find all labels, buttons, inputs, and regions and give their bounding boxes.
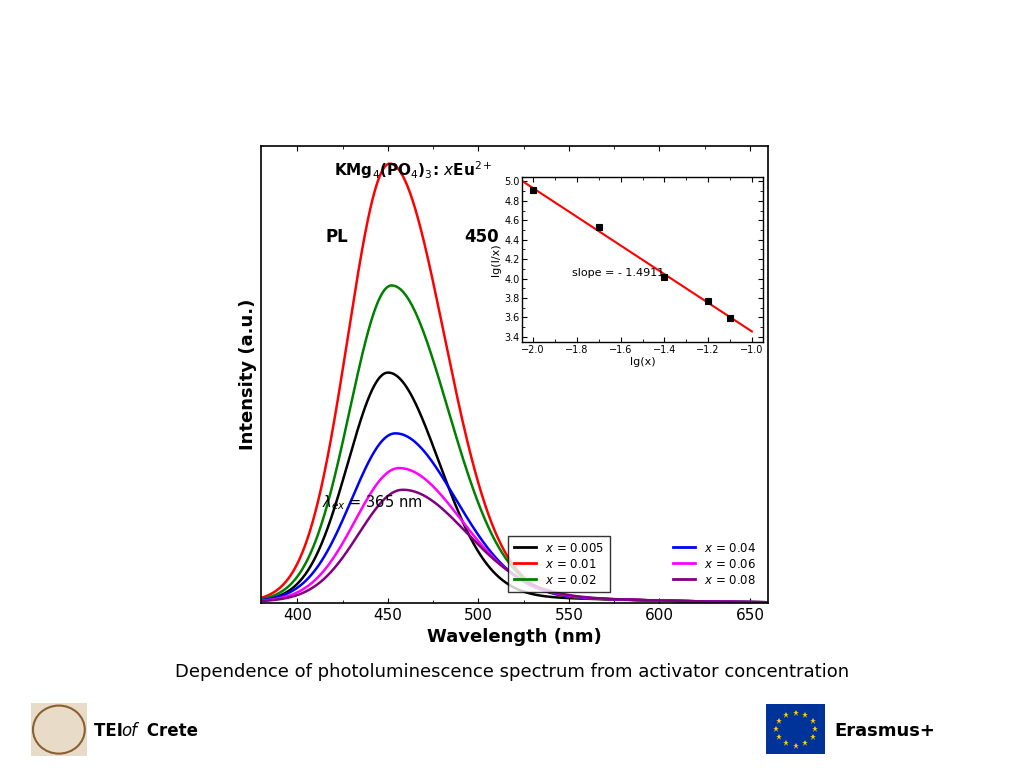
- Text: Crete: Crete: [141, 722, 199, 740]
- Text: slope = - 1.4911: slope = - 1.4911: [572, 268, 665, 278]
- X-axis label: Wavelength (nm): Wavelength (nm): [427, 628, 602, 647]
- Legend: $x$ = 0.04, $x$ = 0.06, $x$ = 0.08: $x$ = 0.04, $x$ = 0.06, $x$ = 0.08: [668, 536, 762, 592]
- X-axis label: lg(x): lg(x): [630, 357, 655, 367]
- Text: Erasmus+: Erasmus+: [835, 722, 936, 740]
- Y-axis label: Intensity (a.u.): Intensity (a.u.): [239, 299, 257, 450]
- Text: 450: 450: [464, 228, 499, 247]
- Text: TEI: TEI: [94, 722, 129, 740]
- Text: KMg$_4$(PO$_4$)$_3$: $x$Eu$^{2+}$: KMg$_4$(PO$_4$)$_3$: $x$Eu$^{2+}$: [334, 160, 493, 181]
- Text: $\lambda_{ex}$ = 365 nm: $\lambda_{ex}$ = 365 nm: [323, 493, 423, 512]
- Text: Dependence of photoluminescence spectrum from activator concentration: Dependence of photoluminescence spectrum…: [175, 663, 849, 681]
- Text: PL: PL: [326, 228, 348, 247]
- Text: of: of: [121, 722, 137, 740]
- Y-axis label: lg(I/x): lg(I/x): [492, 243, 502, 276]
